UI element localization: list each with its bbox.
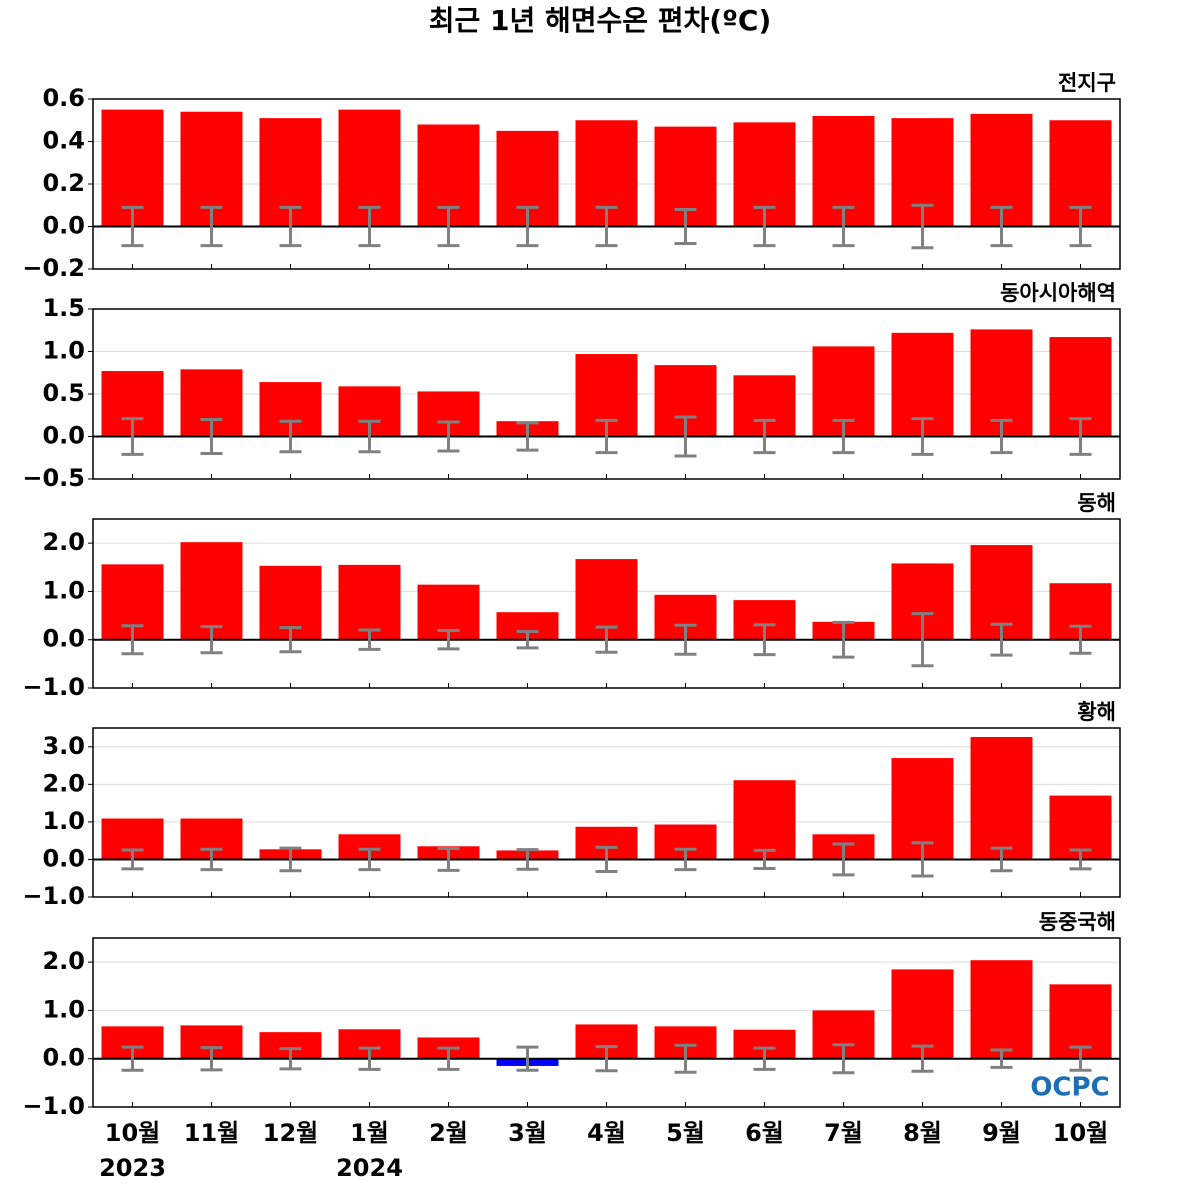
y-tick-label: 2.0 bbox=[42, 769, 85, 797]
x-tick-label: 2월 bbox=[429, 1119, 468, 1147]
plot-frame bbox=[92, 518, 1121, 689]
x-tick-label: 5월 bbox=[666, 1119, 705, 1147]
plot-frame bbox=[92, 98, 1121, 270]
y-tick-label: −0.2 bbox=[22, 254, 85, 282]
x-tick-label: 1월 bbox=[350, 1119, 389, 1147]
panel-title: 동아시아해역 bbox=[1000, 281, 1116, 305]
x-tick-label: 4월 bbox=[587, 1119, 626, 1147]
y-tick-label: −1.0 bbox=[22, 673, 85, 701]
y-tick-label: 2.0 bbox=[42, 528, 85, 556]
y-tick-label: 1.0 bbox=[42, 807, 85, 835]
y-tick-label: −0.5 bbox=[22, 464, 85, 492]
x-tick-label: 7월 bbox=[824, 1119, 863, 1147]
x-year-label: 2024 bbox=[336, 1154, 403, 1182]
chart-title: 최근 1년 해면수온 편차(ºC) bbox=[429, 4, 772, 37]
y-tick-label: 2.0 bbox=[42, 947, 85, 975]
y-tick-label: −1.0 bbox=[22, 882, 85, 910]
y-tick-label: 0.0 bbox=[42, 422, 85, 450]
plot-frame bbox=[92, 727, 1121, 898]
bar bbox=[970, 329, 1033, 437]
y-tick-label: 3.0 bbox=[42, 732, 85, 760]
y-tick-label: 1.0 bbox=[42, 337, 85, 365]
y-tick-label: 0.0 bbox=[42, 625, 85, 653]
y-tick-label: 0.0 bbox=[42, 212, 85, 240]
panel-title: 전지구 bbox=[1058, 71, 1116, 95]
panel-title: 동해 bbox=[1077, 491, 1116, 515]
y-tick-label: 1.0 bbox=[42, 576, 85, 604]
x-tick-label: 9월 bbox=[982, 1119, 1021, 1147]
y-tick-label: 1.0 bbox=[42, 995, 85, 1023]
y-tick-label: 0.0 bbox=[42, 1044, 85, 1072]
bar bbox=[180, 542, 243, 640]
logo: OCPC bbox=[1030, 1073, 1109, 1103]
x-tick-label: 12월 bbox=[263, 1119, 318, 1147]
panel-title: 동중국해 bbox=[1039, 910, 1116, 934]
x-tick-label: 10월 bbox=[105, 1119, 160, 1147]
plot-frame bbox=[92, 937, 1121, 1108]
bar bbox=[338, 564, 401, 640]
bar bbox=[733, 780, 796, 860]
x-tick-label: 3월 bbox=[508, 1119, 547, 1147]
x-tick-label: 11월 bbox=[184, 1119, 239, 1147]
bar bbox=[891, 969, 954, 1059]
y-tick-label: 0.6 bbox=[42, 84, 85, 112]
bar bbox=[970, 737, 1033, 860]
x-tick-label: 8월 bbox=[903, 1119, 942, 1147]
y-tick-label: −1.0 bbox=[22, 1092, 85, 1120]
y-tick-label: 0.5 bbox=[42, 379, 85, 407]
plot-frame bbox=[92, 308, 1121, 480]
x-tick-label: 6월 bbox=[745, 1119, 784, 1147]
bar bbox=[970, 960, 1033, 1059]
y-tick-label: 1.5 bbox=[42, 294, 85, 322]
y-tick-label: 0.0 bbox=[42, 844, 85, 872]
panel-title: 황해 bbox=[1077, 700, 1116, 724]
x-year-label: 2023 bbox=[99, 1154, 166, 1182]
x-tick-label: 10월 bbox=[1053, 1119, 1108, 1147]
y-tick-label: 0.2 bbox=[42, 169, 85, 197]
y-tick-label: 0.4 bbox=[42, 127, 85, 155]
